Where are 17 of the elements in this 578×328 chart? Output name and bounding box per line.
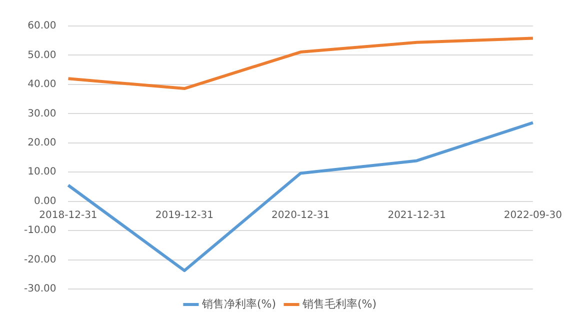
y-tick-label: 20.00 bbox=[28, 137, 56, 148]
y-tick-label: 10.00 bbox=[28, 166, 56, 178]
y-tick-label: -10.00 bbox=[24, 225, 56, 236]
x-tick-label: 2020-12-31 bbox=[272, 210, 330, 221]
legend-label: 销售净利率(%) bbox=[200, 297, 276, 310]
x-tick-label: 2019-12-31 bbox=[155, 210, 214, 221]
y-tick-label: 30.00 bbox=[28, 108, 56, 120]
y-tick-label: 50.00 bbox=[28, 50, 56, 61]
x-tick-label: 2022-09-30 bbox=[504, 210, 562, 221]
y-tick-label: -30.00 bbox=[24, 284, 56, 295]
x-tick-label: 2021-12-31 bbox=[388, 210, 446, 221]
y-tick-label: -20.00 bbox=[24, 254, 56, 266]
legend-label: 销售毛利率(%) bbox=[302, 297, 377, 310]
y-tick-label: 60.00 bbox=[28, 20, 56, 32]
x-tick-label: 2018-12-31 bbox=[39, 210, 98, 221]
y-tick-label: 0.00 bbox=[34, 196, 56, 207]
y-tick-label: 40.00 bbox=[28, 79, 56, 90]
